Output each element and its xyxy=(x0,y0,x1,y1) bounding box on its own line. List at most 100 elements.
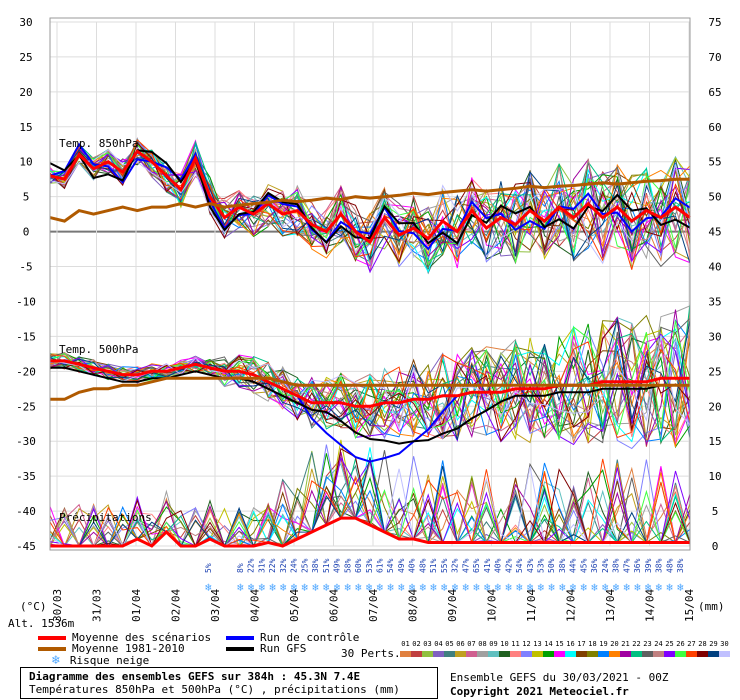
member-line-850 xyxy=(49,149,691,265)
x-tick: 02/04 xyxy=(170,589,183,622)
pert-swatch xyxy=(609,651,620,657)
pert-number: 27 xyxy=(687,640,696,648)
x-tick: 06/04 xyxy=(328,589,341,622)
run-info: Ensemble GEFS du 30/03/2021 - 00Z xyxy=(450,671,669,684)
member-line-500 xyxy=(49,320,691,440)
y-tick-right: 30 xyxy=(708,330,721,343)
pert-swatch xyxy=(719,651,730,657)
snowflake-icon: ❄ xyxy=(634,581,641,594)
legend-item: ❄ Risque neige xyxy=(52,653,149,668)
snow-risk-pct: 8% xyxy=(236,563,245,573)
snowflake-icon: ❄ xyxy=(398,581,405,594)
pert-number: 19 xyxy=(599,640,608,648)
left-unit: (°C) xyxy=(20,600,47,613)
pert-number: 17 xyxy=(577,640,586,648)
y-tick-right: 55 xyxy=(708,156,721,169)
snowflake-icon: ❄ xyxy=(602,581,609,594)
snow-risk-pct: 22% xyxy=(247,558,256,573)
pert-swatch xyxy=(433,651,444,657)
pert-swatch xyxy=(675,651,686,657)
snowflake-icon: ❄ xyxy=(323,581,330,594)
snow-risk-pct: 40% xyxy=(494,558,503,573)
pert-swatch xyxy=(620,651,631,657)
legend-swatch xyxy=(38,646,66,651)
snow-risk-pct: 44% xyxy=(569,558,578,573)
y-tick-left: 0 xyxy=(23,226,30,239)
x-tick: 04/04 xyxy=(249,589,262,622)
x-tick: 13/04 xyxy=(604,589,617,622)
member-line-500 xyxy=(49,318,691,441)
snow-risk-pct: 24% xyxy=(290,558,299,573)
y-tick-right: 25 xyxy=(708,365,721,378)
snow-risk-pct: 38% xyxy=(311,558,320,573)
pert-number: 30 xyxy=(720,640,729,648)
x-tick: 10/04 xyxy=(486,589,499,622)
snow-risk-pct: 51% xyxy=(429,558,438,573)
pert-swatch xyxy=(521,651,532,657)
snow-risk-pct: 38% xyxy=(655,558,664,573)
pert-number: 05 xyxy=(445,640,454,648)
snow-risk-pct: 40% xyxy=(408,558,417,573)
y-tick-left: 20 xyxy=(19,86,32,99)
pert-number: 10 xyxy=(500,640,509,648)
snow-risk-pct: 49% xyxy=(333,558,342,573)
perts-label: 30 Perts. xyxy=(341,647,401,660)
pert-number: 29 xyxy=(709,640,718,648)
pert-number: 21 xyxy=(621,640,630,648)
pert-swatch xyxy=(400,651,411,657)
pert-number: 14 xyxy=(544,640,553,648)
snow-risk-pct: 25% xyxy=(300,558,309,573)
snowflake-icon: ❄ xyxy=(441,581,448,594)
pert-number: 25 xyxy=(665,640,674,648)
snowflake-icon: ❄ xyxy=(52,653,60,668)
member-line-precip xyxy=(49,439,690,548)
control-run-850 xyxy=(49,142,691,251)
member-line-precip xyxy=(50,457,690,547)
series-line xyxy=(49,177,690,223)
snow-risk-pct: 50% xyxy=(547,558,556,573)
pert-swatch xyxy=(653,651,664,657)
snowflake-icon: ❄ xyxy=(452,581,459,594)
snow-risk-pct: 38% xyxy=(558,558,567,573)
snow-risk-pct: 60% xyxy=(354,558,363,573)
pert-swatch xyxy=(631,651,642,657)
snow-risk-row: 5%❄8%❄22%❄31%❄22%❄32%❄24%❄25%❄38%❄51%❄49… xyxy=(204,558,685,594)
snowflake-icon: ❄ xyxy=(419,581,426,594)
y-tick-right: 50 xyxy=(708,191,721,204)
pert-swatch xyxy=(642,651,653,657)
snowflake-icon: ❄ xyxy=(377,581,384,594)
pert-swatch xyxy=(477,651,488,657)
x-tick: 05/04 xyxy=(288,589,301,622)
chart-title-box: Diagramme des ensembles GEFS sur 384h : … xyxy=(20,667,438,699)
legend-label: Risque neige xyxy=(69,654,150,667)
pert-number: 04 xyxy=(434,640,443,648)
snow-risk-pct: 61% xyxy=(376,558,385,573)
copyright: Copyright 2021 Meteociel.fr xyxy=(450,685,629,698)
pert-number: 11 xyxy=(511,640,520,648)
x-tick: 08/04 xyxy=(407,589,420,622)
snowflake-icon: ❄ xyxy=(505,581,512,594)
y-tick-left: -5 xyxy=(19,261,32,274)
series-line xyxy=(50,376,690,401)
member-line-850 xyxy=(49,139,691,259)
x-tick: 12/04 xyxy=(565,589,578,622)
pert-swatch xyxy=(686,651,697,657)
pert-number: 22 xyxy=(632,640,641,648)
y-tick-right: 60 xyxy=(708,121,721,134)
pert-number: 12 xyxy=(522,640,531,648)
pert-swatch xyxy=(565,651,576,657)
snow-risk-pct: 55% xyxy=(440,558,449,573)
y-tick-right: 0 xyxy=(712,540,719,553)
pert-swatch xyxy=(598,651,609,657)
snow-risk-pct: 22% xyxy=(268,558,277,573)
legend-item: Moyenne des scénarios xyxy=(38,631,211,644)
chart-subtitle: Températures 850hPa et 500hPa (°C) , pré… xyxy=(29,683,400,696)
snow-risk-pct: 42% xyxy=(504,558,513,573)
snowflake-icon: ❄ xyxy=(495,581,502,594)
snow-risk-pct: 36% xyxy=(633,558,642,573)
snowflake-icon: ❄ xyxy=(484,581,491,594)
y-tick-right: 45 xyxy=(708,226,721,239)
snow-risk-pct: 31% xyxy=(257,558,266,573)
series-line xyxy=(50,516,690,548)
snowflake-icon: ❄ xyxy=(205,581,212,594)
